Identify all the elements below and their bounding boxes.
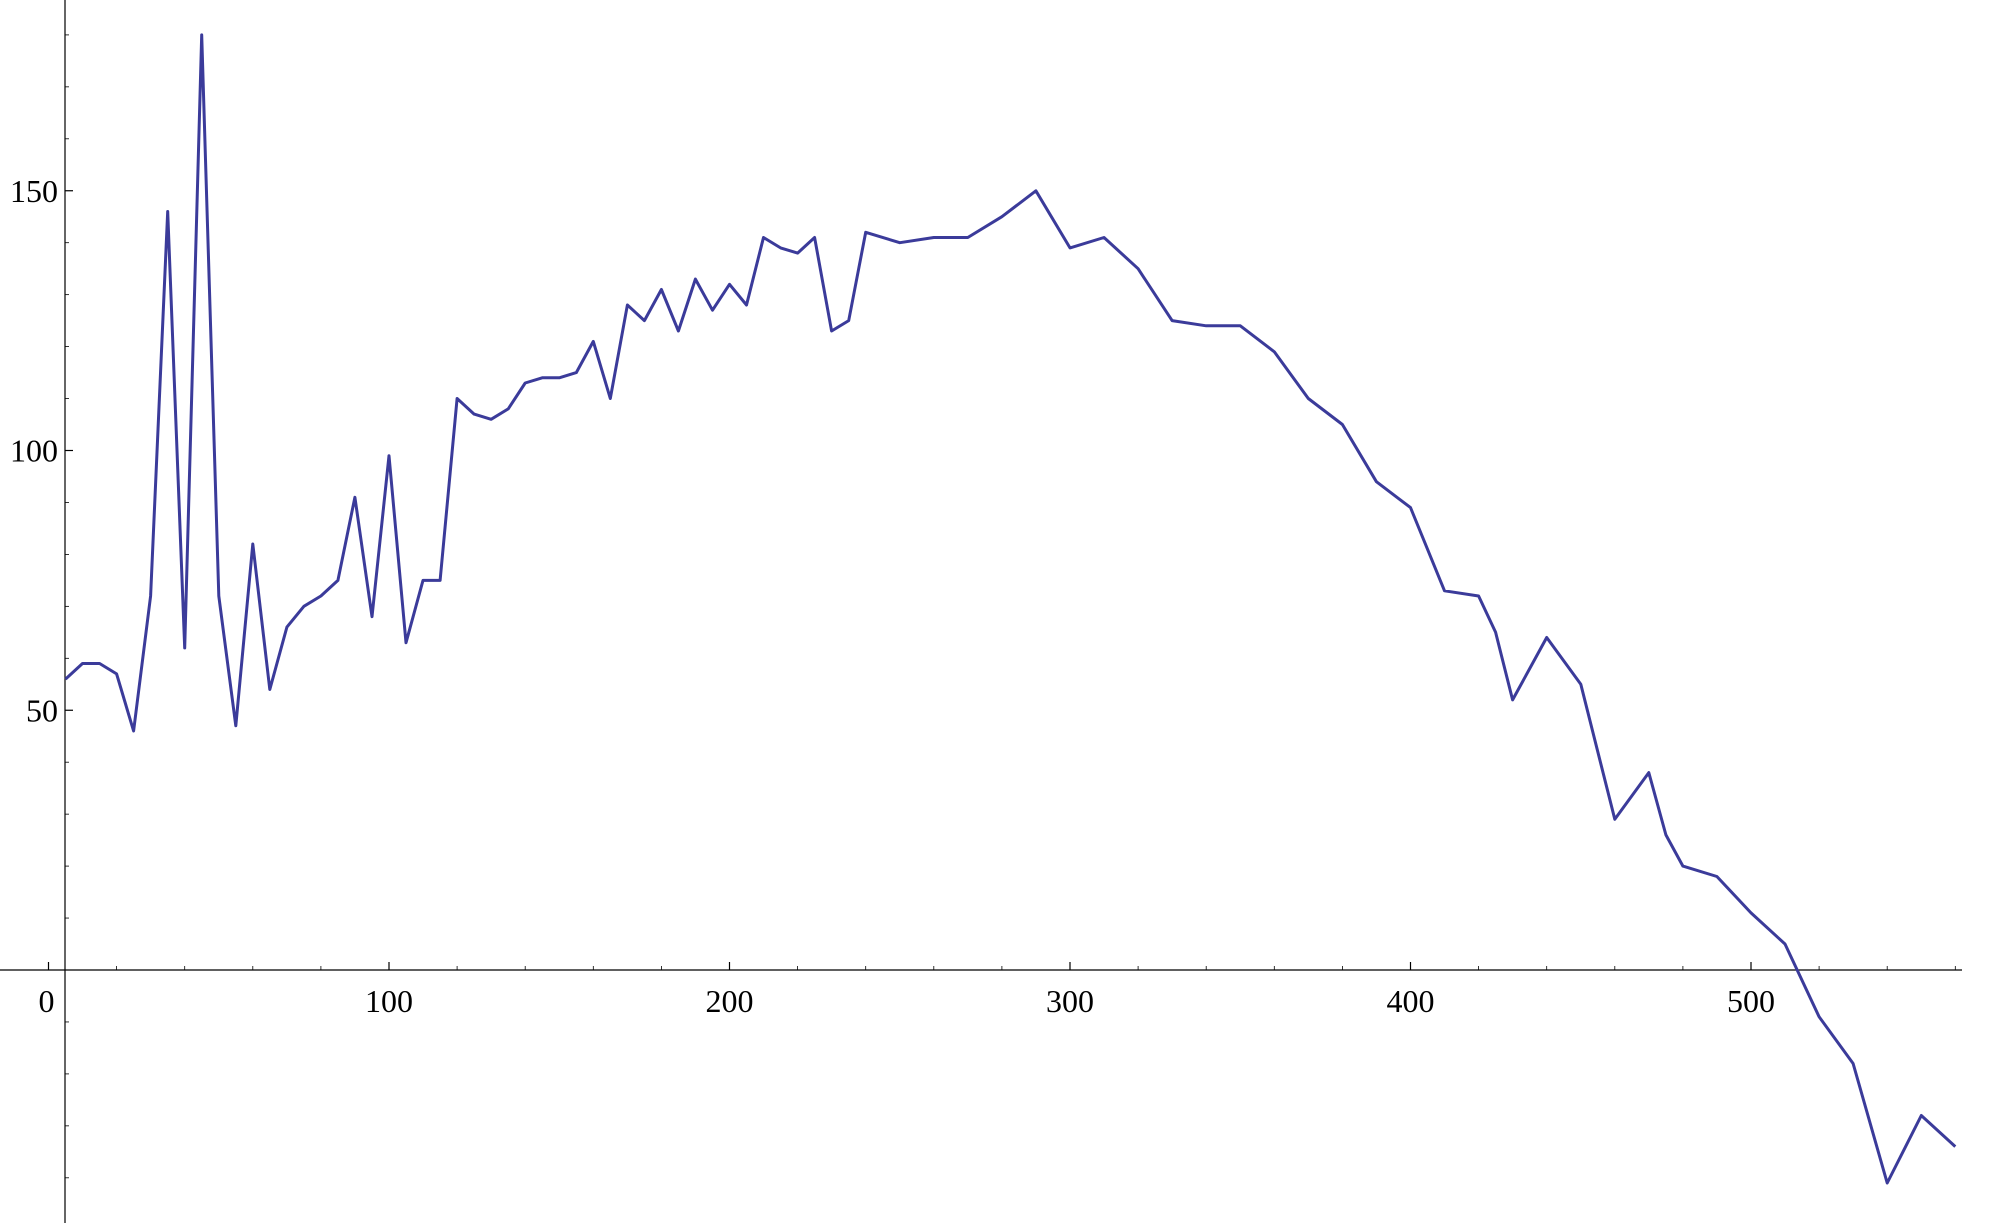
x-tick-label: 200	[706, 983, 754, 1019]
y-tick-label: 50	[26, 692, 58, 728]
series-group	[64, 33, 1957, 1185]
x-tick-label: 300	[1046, 983, 1094, 1019]
tick-labels: 0 100 200 300 400 500 50 100 150	[10, 173, 1775, 1019]
tick-marks	[47, 34, 1956, 1179]
series-line	[64, 33, 1957, 1185]
x-tick-label: 400	[1387, 983, 1435, 1019]
y-tick-label: 100	[10, 433, 58, 469]
x-tick-label: 100	[365, 983, 413, 1019]
x-tick-label: 500	[1727, 983, 1775, 1019]
x-tick-label: 0	[39, 983, 55, 1019]
y-tick-label: 150	[10, 173, 58, 209]
